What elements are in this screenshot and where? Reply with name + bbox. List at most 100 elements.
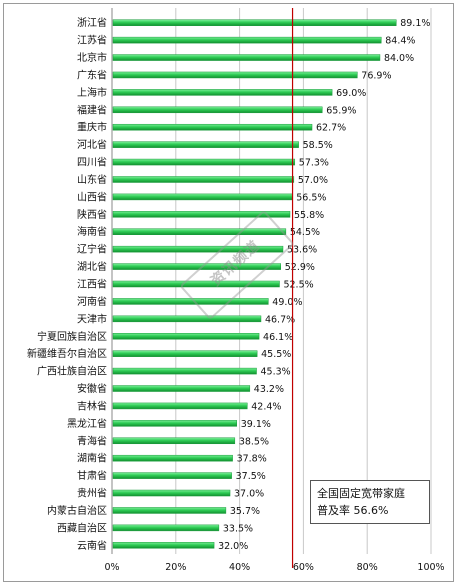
bar <box>112 298 269 305</box>
value-label: 33.5% <box>223 523 253 534</box>
bar <box>112 106 323 114</box>
bar <box>112 385 251 392</box>
bar <box>112 158 296 166</box>
category-label: 安徽省 <box>77 382 107 395</box>
bar <box>112 402 248 410</box>
value-label: 84.4% <box>385 36 415 47</box>
value-label: 37.5% <box>236 471 266 482</box>
category-label: 广东省 <box>77 68 107 81</box>
value-label: 38.5% <box>239 436 269 447</box>
bar <box>112 524 220 532</box>
bar <box>112 193 293 201</box>
value-label: 52.5% <box>283 280 313 291</box>
category-label: 云南省 <box>77 539 107 552</box>
category-label: 内蒙古自治区 <box>47 504 107 517</box>
bar <box>112 350 258 357</box>
bar <box>112 420 237 427</box>
bar <box>112 507 227 514</box>
value-label: 46.1% <box>263 332 293 343</box>
value-label: 52.9% <box>285 262 315 273</box>
category-label: 新疆维吾尔自治区 <box>27 347 107 360</box>
category-label: 湖北省 <box>77 260 107 273</box>
category-label: 天津市 <box>77 312 107 325</box>
value-label: 42.4% <box>251 401 281 412</box>
bar <box>112 19 397 26</box>
bar <box>112 263 282 270</box>
x-tick-label: 0% <box>104 562 119 573</box>
category-label: 浙江省 <box>77 16 107 29</box>
category-label: 上海市 <box>77 86 107 99</box>
category-label: 陕西省 <box>77 208 107 221</box>
value-label: 45.3% <box>261 367 291 378</box>
bar <box>112 315 262 323</box>
category-label: 重庆市 <box>77 121 107 134</box>
bar <box>112 36 382 44</box>
bar <box>112 228 287 235</box>
x-tick-label: 60% <box>293 562 314 573</box>
bar <box>112 542 215 549</box>
value-label: 57.3% <box>299 158 329 169</box>
value-label: 62.7% <box>316 123 346 134</box>
value-label: 46.7% <box>265 314 295 325</box>
value-label: 56.5% <box>296 192 326 203</box>
bar <box>112 437 236 445</box>
annotation-box: 全国固定宽带家庭 普及率 56.6% <box>310 480 430 524</box>
value-label: 35.7% <box>230 506 260 517</box>
bar <box>112 123 313 131</box>
category-label: 四川省 <box>77 156 107 169</box>
category-label: 山东省 <box>77 173 107 186</box>
value-label: 57.0% <box>298 175 328 186</box>
x-tick-label: 40% <box>229 562 250 573</box>
category-label: 湖南省 <box>77 452 107 465</box>
value-label: 37.0% <box>234 489 264 500</box>
value-label: 55.8% <box>294 210 324 221</box>
value-label: 49.0% <box>272 297 302 308</box>
bar <box>112 89 333 96</box>
value-label: 65.9% <box>326 105 356 116</box>
annotation-line-1: 全国固定宽带家庭 <box>317 487 405 500</box>
category-label: 甘肃省 <box>77 469 107 482</box>
bar <box>112 333 260 340</box>
bar <box>112 472 232 479</box>
value-label: 43.2% <box>254 384 284 395</box>
category-label: 宁夏回族自治区 <box>37 330 107 343</box>
bar <box>112 280 280 288</box>
category-label: 西藏自治区 <box>57 521 107 534</box>
x-tick-label: 80% <box>357 562 378 573</box>
bar <box>112 54 381 61</box>
category-label: 吉林省 <box>77 399 107 412</box>
value-label: 58.5% <box>303 140 333 151</box>
bar <box>112 176 295 183</box>
category-label: 河北省 <box>77 138 107 151</box>
bar <box>112 367 257 375</box>
value-label: 84.0% <box>384 53 414 64</box>
bar <box>112 454 233 462</box>
value-label: 54.5% <box>290 227 320 238</box>
category-label: 福建省 <box>77 103 107 116</box>
category-label: 北京市 <box>77 51 107 64</box>
category-label: 海南省 <box>77 225 107 238</box>
value-label: 53.6% <box>287 245 317 256</box>
category-label: 贵州省 <box>77 487 107 500</box>
value-label: 37.8% <box>237 454 267 465</box>
category-label: 广西壮族自治区 <box>37 365 107 378</box>
category-label: 辽宁省 <box>77 243 107 256</box>
value-label: 69.0% <box>336 88 366 99</box>
category-label: 山西省 <box>77 190 107 203</box>
value-label: 76.9% <box>361 70 391 81</box>
bar <box>112 211 291 218</box>
bar <box>112 489 231 497</box>
category-label: 黑龙江省 <box>67 417 107 430</box>
bar <box>112 71 358 79</box>
value-label: 39.1% <box>241 419 271 430</box>
x-tick-label: 20% <box>165 562 186 573</box>
value-label: 45.5% <box>261 349 291 360</box>
value-label: 32.0% <box>218 541 248 552</box>
bar <box>112 141 299 148</box>
annotation-line-2: 普及率 56.6% <box>317 504 389 517</box>
category-label: 河南省 <box>77 295 107 308</box>
category-label: 青海省 <box>77 434 107 447</box>
category-label: 江苏省 <box>77 34 107 47</box>
bar <box>112 245 284 253</box>
